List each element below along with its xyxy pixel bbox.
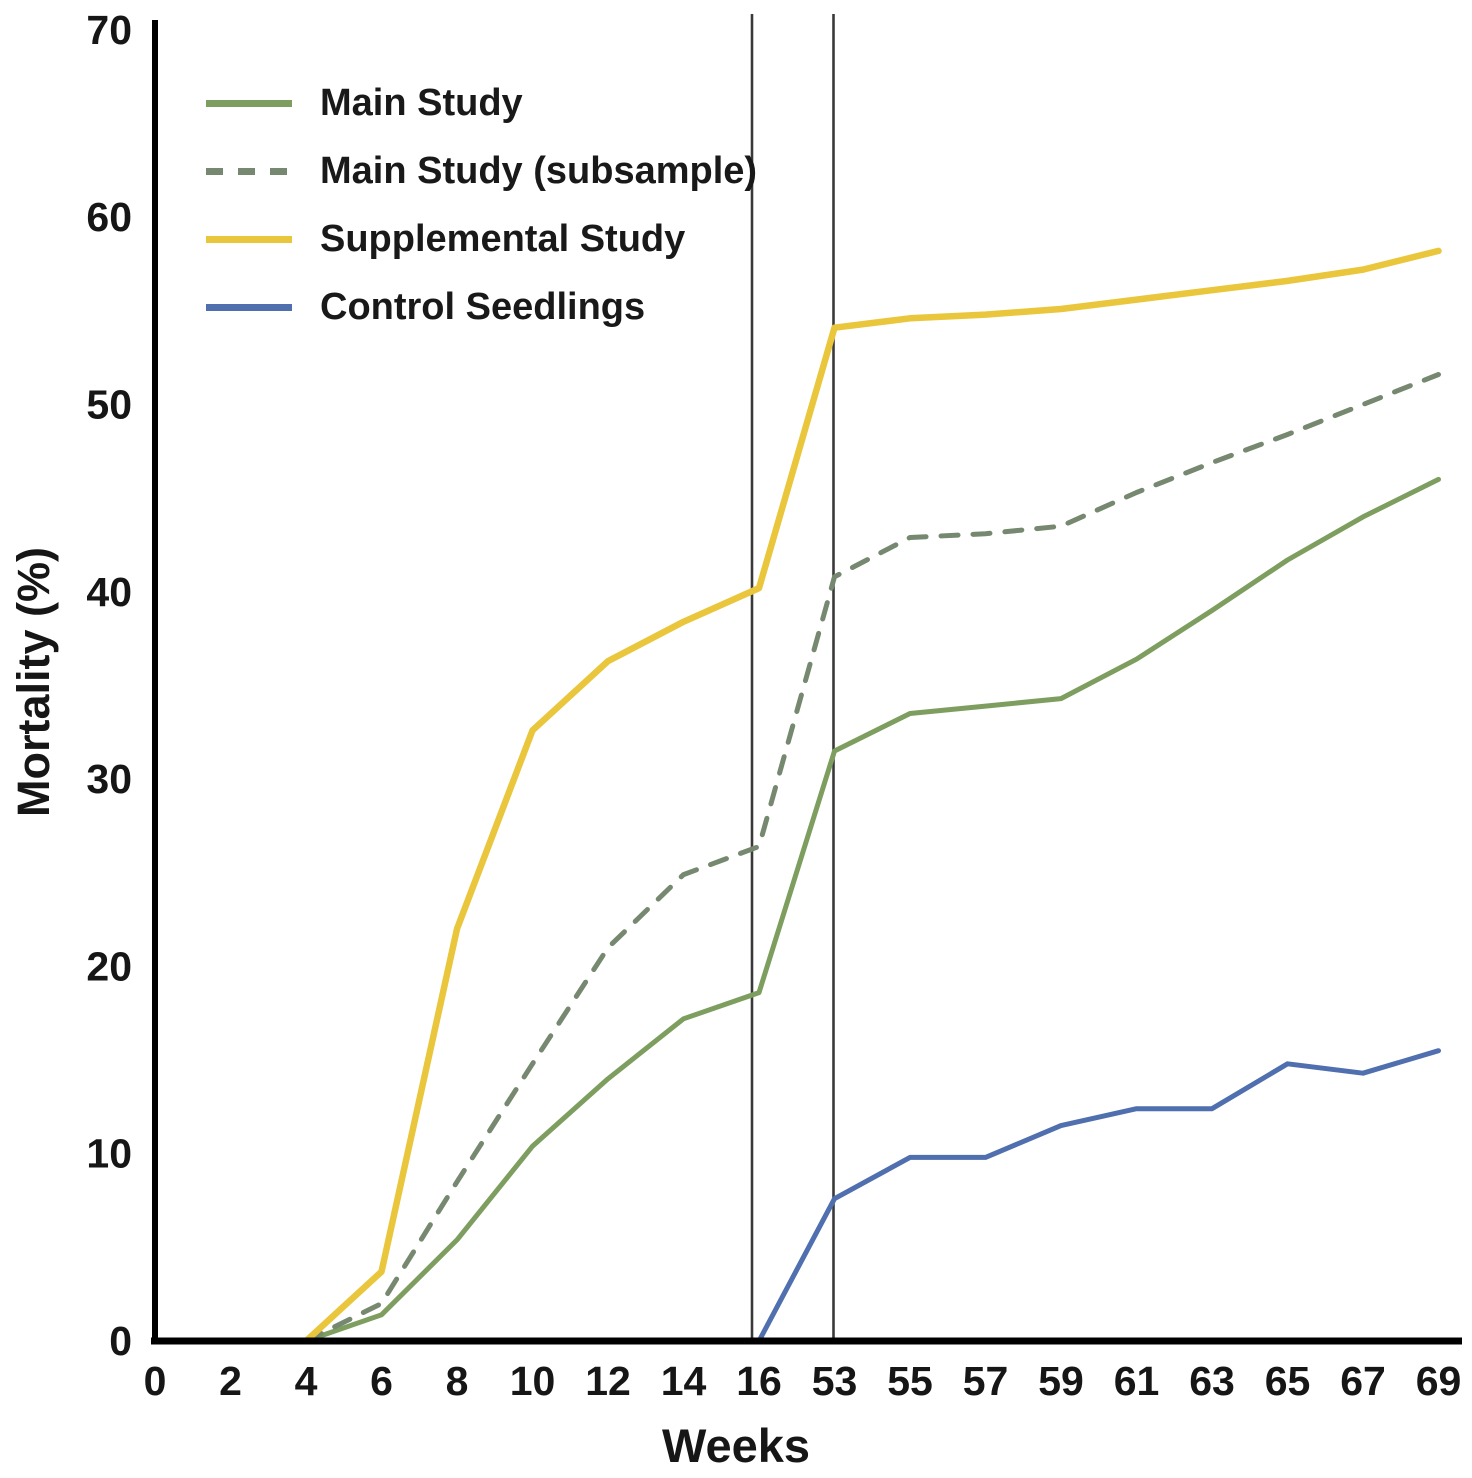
legend-label: Supplemental Study: [320, 218, 686, 260]
series-line-main-study-subsample-: [303, 372, 1441, 1344]
main-study-line-swatch: [206, 100, 292, 107]
y-tick-label: 10: [86, 1131, 132, 1177]
legend-label: Main Study: [320, 82, 523, 124]
legend-item-main-study-subsample: Main Study (subsample): [206, 148, 757, 195]
legend-label: Control Seedlings: [320, 286, 646, 328]
supplemental-study-line-swatch: [206, 236, 292, 243]
series-line-main-study: [303, 476, 1441, 1344]
x-tick-label: 65: [1265, 1358, 1311, 1404]
x-axis-title: Weeks: [661, 1419, 811, 1472]
x-tick-label: 57: [963, 1358, 1009, 1404]
x-tick-label: 14: [661, 1358, 707, 1404]
x-tick-label: 69: [1416, 1358, 1462, 1404]
legend: Main Study Main Study (subsample) Supple…: [206, 80, 757, 352]
series-line-supplemental-study: [302, 247, 1442, 1345]
x-tick-label: 67: [1340, 1358, 1386, 1404]
y-tick-label: 40: [86, 569, 132, 615]
x-tick-label: 53: [812, 1358, 858, 1404]
x-tick-label: 2: [219, 1358, 242, 1404]
y-tick-label: 60: [86, 194, 132, 240]
x-tick-label: 10: [510, 1358, 556, 1404]
x-tick-label: 0: [144, 1358, 167, 1404]
y-tick-label: 70: [86, 7, 132, 53]
y-tick-label: 20: [86, 943, 132, 989]
main-study-subsample-line-swatch: [206, 168, 292, 175]
x-tick-label: 4: [295, 1358, 318, 1404]
x-tick-label: 8: [446, 1358, 469, 1404]
x-tick-label: 61: [1114, 1358, 1160, 1404]
y-tick-label: 30: [86, 756, 132, 802]
series-line-control-seedlings: [756, 1048, 1441, 1344]
x-tick-label: 63: [1189, 1358, 1235, 1404]
legend-label: Main Study (subsample): [320, 150, 758, 192]
x-tick-label: 59: [1038, 1358, 1084, 1404]
legend-item-control-seedlings: Control Seedlings: [206, 284, 757, 331]
x-tick-label: 12: [585, 1358, 631, 1404]
y-axis-title: Mortality (%): [8, 547, 59, 817]
control-seedlings-line-swatch: [206, 304, 292, 311]
legend-item-main-study: Main Study: [206, 80, 757, 127]
y-tick-label: 0: [109, 1318, 132, 1364]
x-tick-label: 55: [887, 1358, 933, 1404]
legend-item-supplemental-study: Supplemental Study: [206, 216, 757, 263]
x-tick-label: 16: [736, 1358, 782, 1404]
x-tick-label: 6: [370, 1358, 393, 1404]
y-tick-label: 50: [86, 382, 132, 428]
